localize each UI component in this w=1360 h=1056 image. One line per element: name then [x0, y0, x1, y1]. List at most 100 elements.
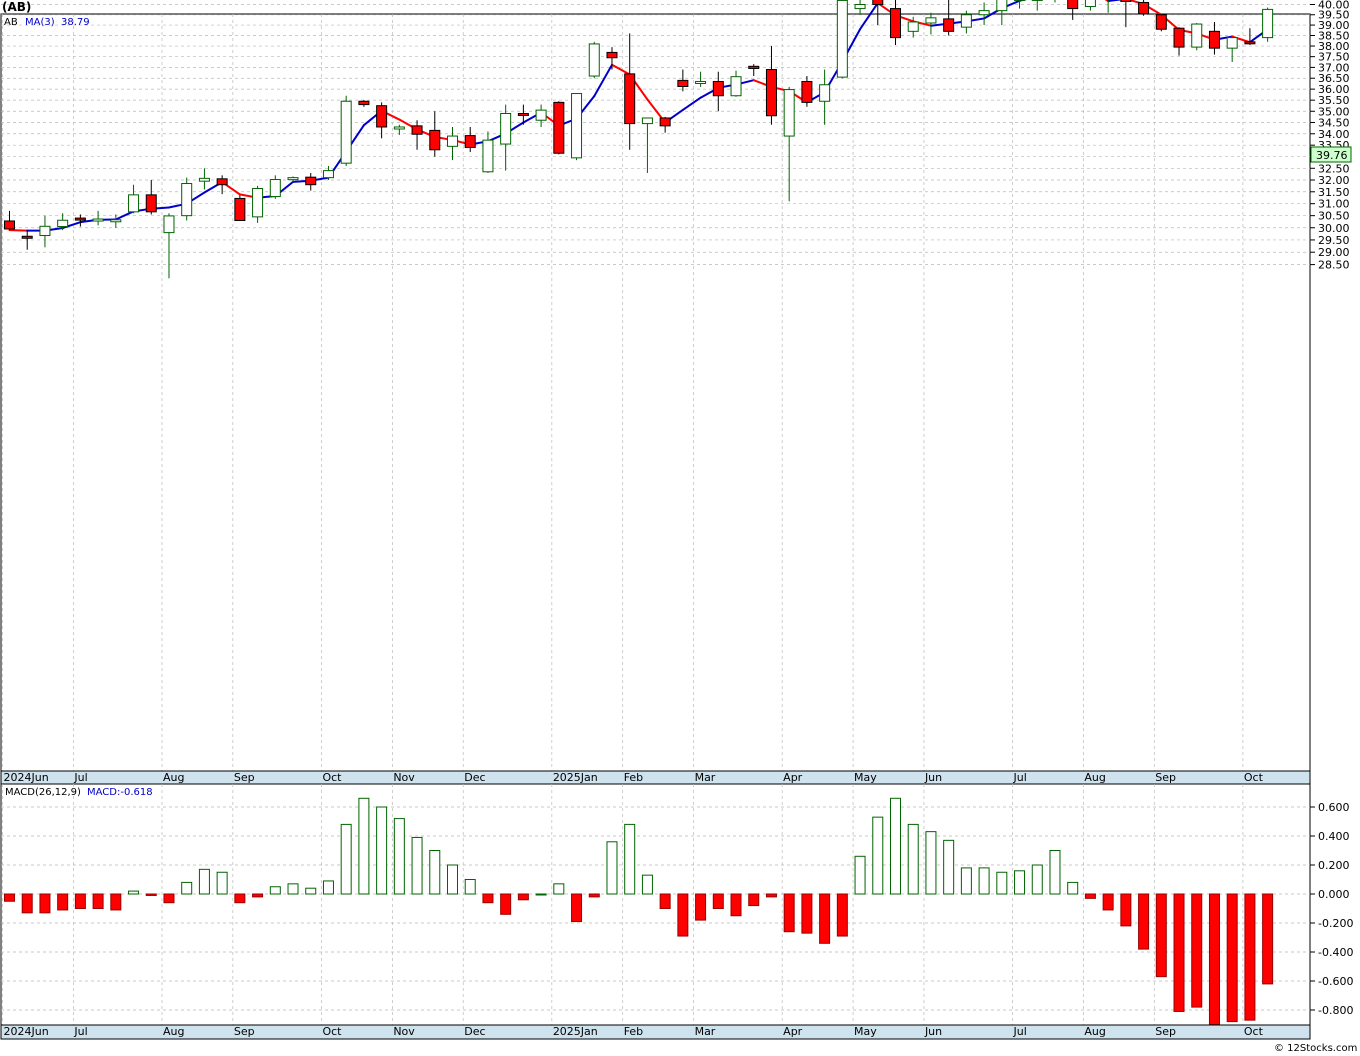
candle-body [4, 220, 15, 230]
price-xtick-label: 2024Jun [4, 771, 49, 784]
price-xtick-label: Jul [73, 771, 87, 784]
candle-body [996, 0, 1008, 12]
candlesticks [4, 0, 1274, 279]
candle-body [712, 80, 724, 97]
candle-body [801, 80, 813, 103]
candle-body [1173, 27, 1185, 48]
macd-bar-negative [748, 893, 760, 907]
candle-up [996, 0, 1008, 26]
candle-body [1138, 1, 1150, 15]
macd-bar-positive [305, 887, 317, 895]
macd-xtick-label: May [854, 1025, 877, 1038]
candle-down [1120, 0, 1132, 28]
candle-body [110, 219, 122, 223]
candle-body [925, 17, 937, 24]
last-price-value: 39.76 [1316, 149, 1348, 162]
candle-up [695, 71, 707, 87]
macd-xtick-label: Jul [73, 1025, 87, 1038]
macd-xtick-label: Dec [464, 1025, 485, 1038]
macd-ytick-label: -0.200 [1318, 917, 1353, 930]
price-xtick-label: Apr [783, 771, 803, 784]
price-ytick-label: 29.00 [1318, 246, 1350, 259]
candle-down [943, 0, 955, 36]
price-xtick-label: Oct [322, 771, 342, 784]
macd-ytick-label: -0.400 [1318, 946, 1353, 959]
candle-up [836, 0, 848, 79]
macd-bar-positive [978, 867, 990, 895]
macd-bar-negative [1102, 893, 1114, 911]
price-ytick-label: 32.00 [1318, 174, 1350, 187]
macd-bar-positive [1014, 870, 1026, 895]
price-xtick-label: May [854, 771, 877, 784]
candle-down [429, 111, 441, 157]
price-xtick-label: Sep [1155, 771, 1176, 784]
candle-body [181, 183, 193, 217]
candle-body [1244, 41, 1256, 45]
candle-body [890, 8, 901, 39]
candle-body [429, 129, 441, 151]
macd-bar-negative [1173, 893, 1185, 1012]
candle-body [252, 187, 264, 218]
legend-ma-value: 38.79 [61, 17, 90, 28]
candle-up [1014, 0, 1026, 9]
ma3-segment [859, 2, 879, 31]
candle-body [872, 0, 884, 6]
candle-down [21, 230, 33, 250]
macd-bar-negative [21, 893, 33, 914]
price-xtick-label: Dec [464, 771, 485, 784]
candle-body [978, 10, 990, 16]
price-ytick-label: 40.50 [1318, 0, 1350, 1]
candle-down [376, 102, 388, 139]
price-xtick-label: 2025Jan [553, 771, 598, 784]
macd-xtick-label: Oct [1244, 1025, 1264, 1038]
candle-up [128, 184, 140, 214]
candle-up [1031, 0, 1043, 11]
macd-bar-negative [517, 893, 529, 901]
candle-body [482, 139, 494, 173]
macd-bar-negative [57, 893, 69, 911]
candle-body [1262, 8, 1274, 39]
price-plot-area [0, 13, 1311, 772]
macd-bar-negative [659, 893, 671, 909]
price-ytick-label: 38.50 [1318, 30, 1350, 43]
candle-up [819, 69, 831, 125]
candle-up [39, 215, 51, 248]
macd-gridlines [1, 784, 1310, 1025]
candle-up [925, 12, 937, 35]
price-xtick-label: Aug [163, 771, 184, 784]
candle-body [234, 197, 246, 221]
candle-body [1067, 0, 1079, 10]
macd-bar-negative [1244, 893, 1256, 1021]
candle-body [287, 177, 299, 181]
macd-bar-positive [429, 850, 441, 895]
macd-bar-negative [730, 893, 742, 917]
legend-symbol: AB [4, 17, 18, 28]
candle-down [872, 0, 884, 26]
ma3-segment [681, 96, 702, 111]
candle-down [1208, 21, 1220, 55]
price-ytick-label: 34.00 [1318, 128, 1350, 141]
candle-body [376, 105, 388, 128]
candle-up [1262, 7, 1274, 42]
candle-down [145, 179, 157, 215]
macd-bar-positive [376, 806, 388, 895]
candle-body [1208, 30, 1220, 49]
macd-xtick-label: Oct [322, 1025, 342, 1038]
candle-up [482, 131, 494, 173]
price-ytick-label: 35.50 [1318, 94, 1350, 107]
candle-body [553, 101, 565, 154]
candle-down [553, 101, 565, 155]
candle-up [269, 175, 281, 199]
macd-bar-negative [765, 893, 777, 898]
candle-up [907, 16, 919, 38]
candle-body [535, 109, 547, 121]
candle-body [624, 73, 636, 125]
price-ytick-label: 32.50 [1318, 162, 1350, 175]
candle-body [322, 170, 334, 179]
price-x-axis: 2024Jun Jul Aug Sep Oct Nov Dec 2025Jan Feb Mar Ap… [4, 771, 1264, 784]
candle-up [1084, 0, 1096, 11]
candle-up [978, 2, 990, 26]
candle-down [411, 120, 423, 150]
macd-bar-positive [269, 886, 281, 895]
macd-bar-positive [1031, 864, 1043, 895]
